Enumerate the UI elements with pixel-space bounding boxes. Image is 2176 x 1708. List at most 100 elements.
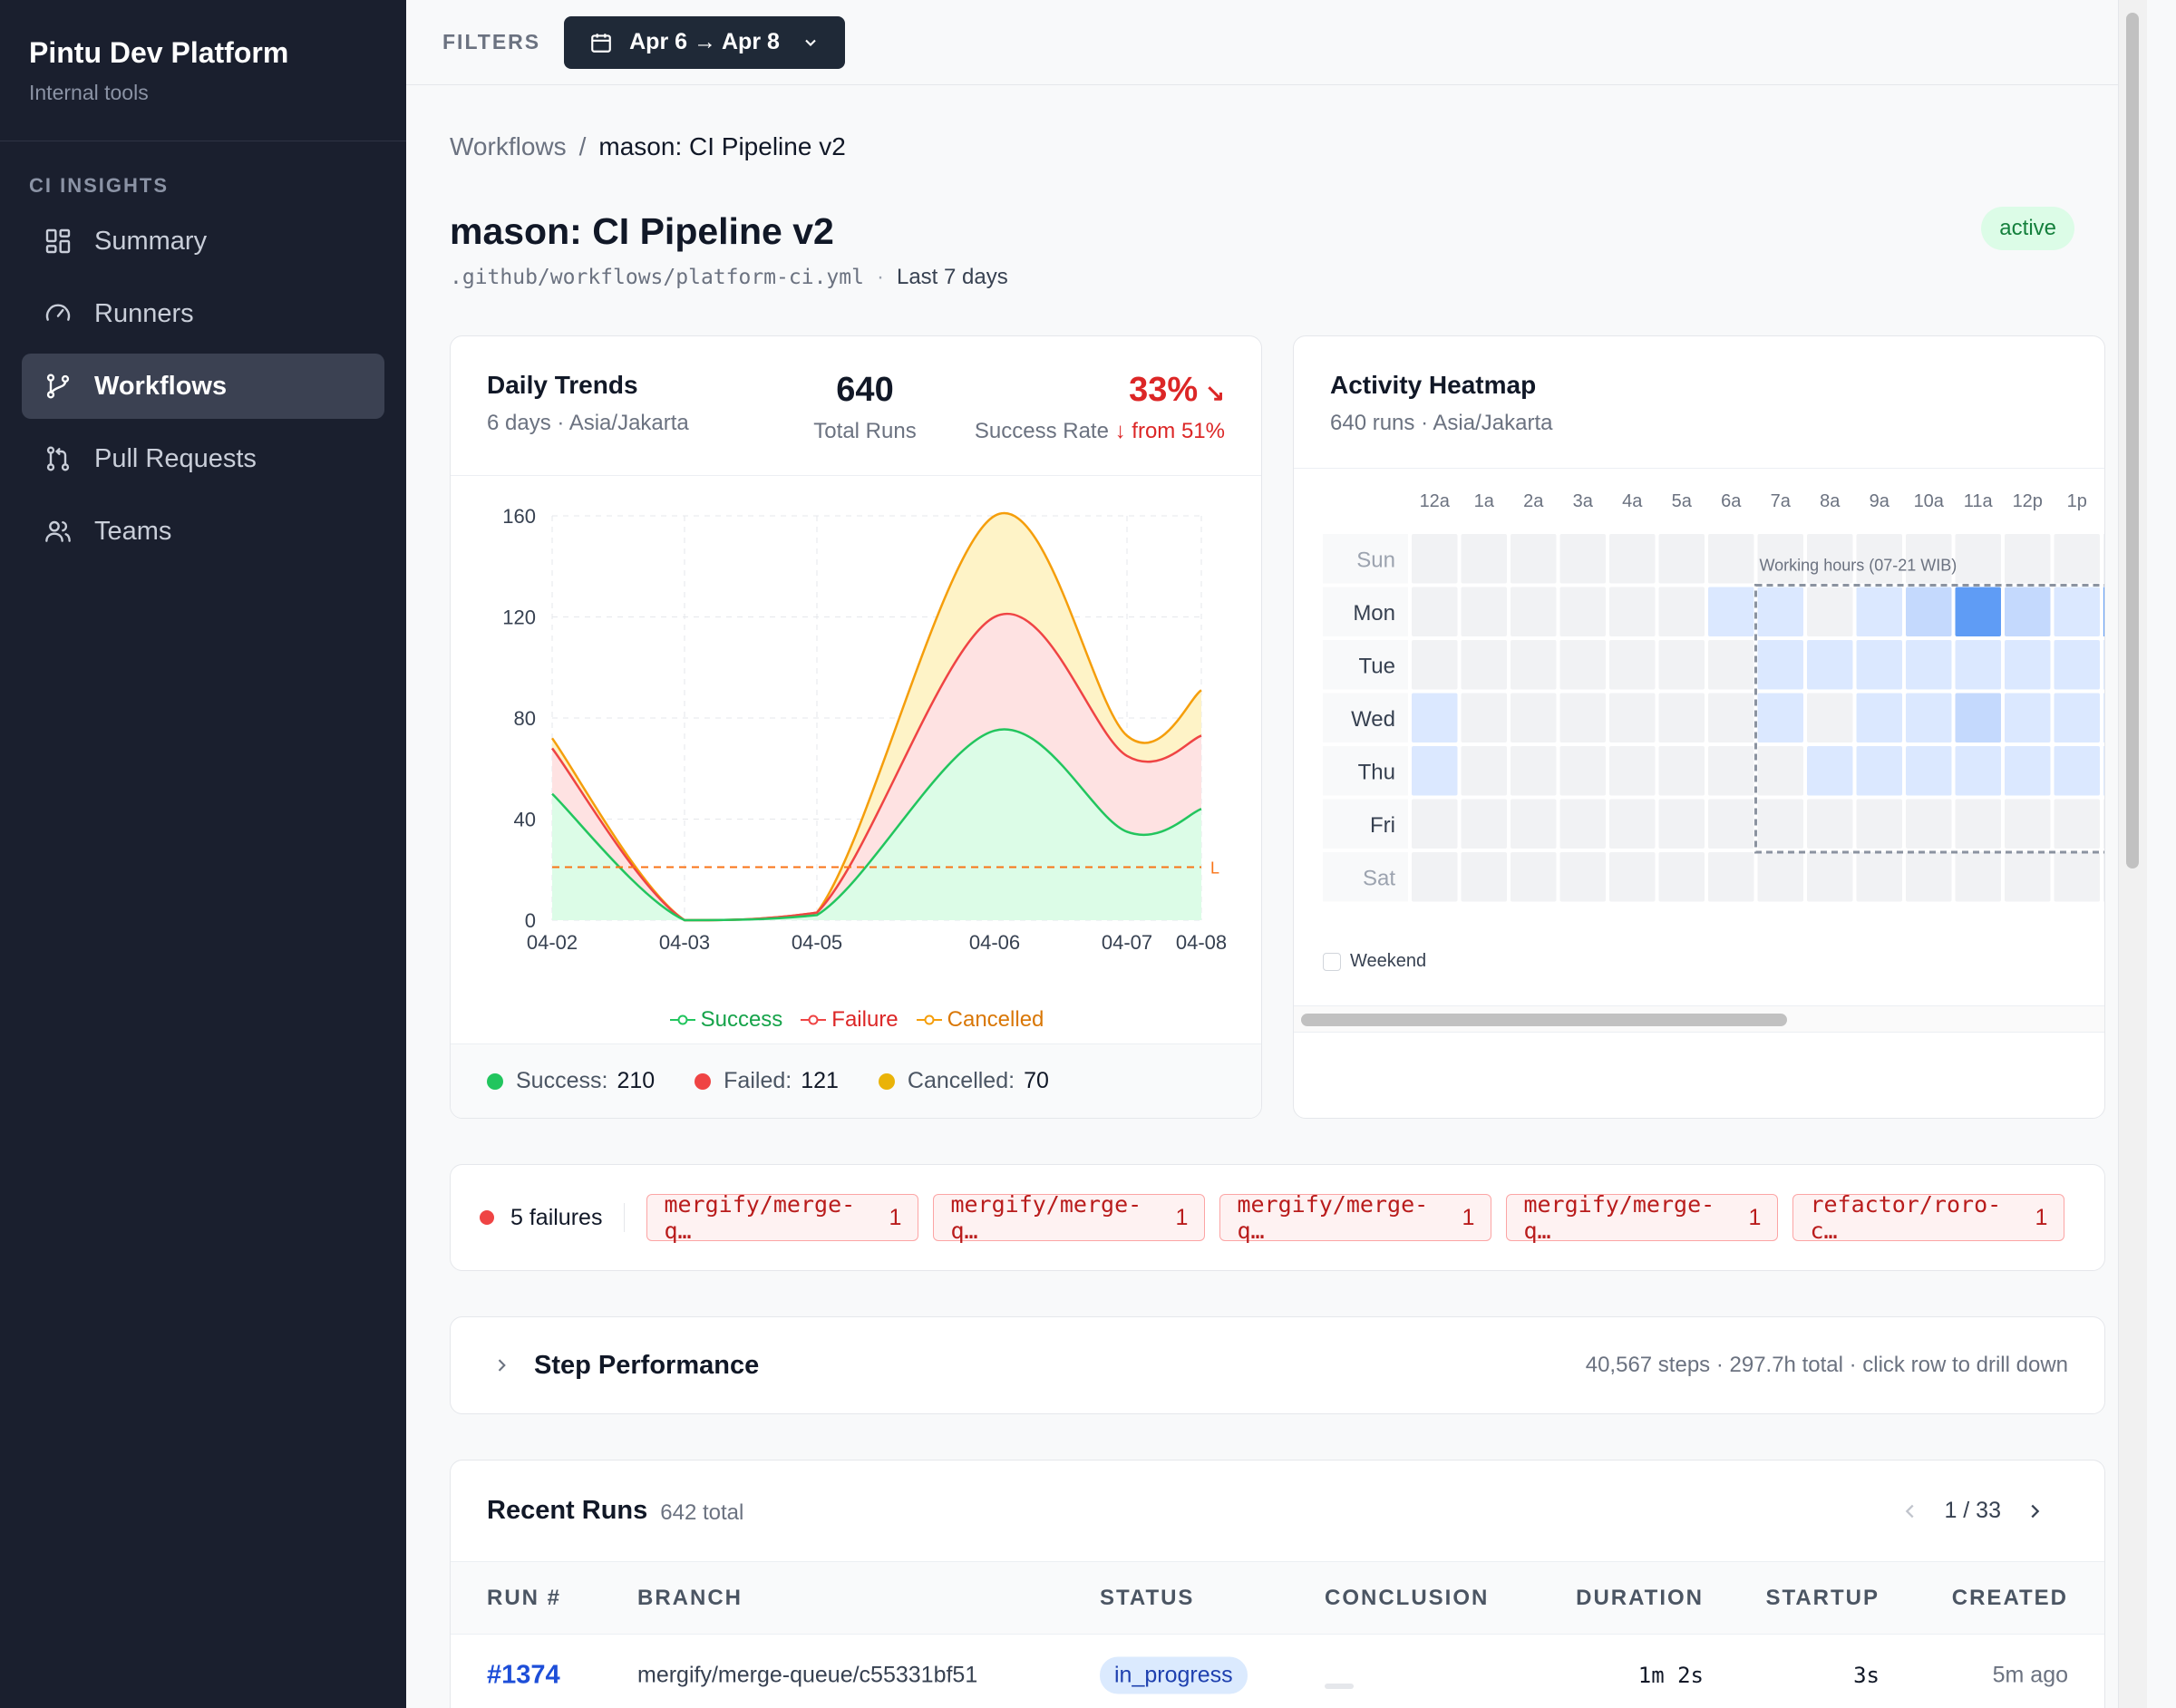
cancelled-dot xyxy=(878,1072,895,1090)
heatmap-cell xyxy=(2103,746,2104,796)
cancelled-total: Cancelled: 70 xyxy=(878,1068,1049,1094)
run-startup: 3s xyxy=(1853,1663,1880,1688)
failure-chip[interactable]: mergify/merge-q… 1 xyxy=(646,1191,919,1244)
legend-failure[interactable]: Failure xyxy=(801,984,899,1056)
heatmap-cell xyxy=(1906,640,1952,690)
sidebar-item-summary[interactable]: Summary xyxy=(22,209,384,274)
hour-label: 3a xyxy=(1573,491,1594,511)
weekend-checkbox[interactable] xyxy=(1323,952,1341,971)
heatmap-cell xyxy=(1559,746,1606,796)
chevron-right-icon[interactable] xyxy=(492,1356,510,1374)
branch-icon xyxy=(46,374,70,399)
users-icon xyxy=(45,520,71,542)
failure-branch: mergify/merge-q… xyxy=(664,1191,856,1244)
heatmap-cell xyxy=(1757,587,1803,636)
heatmap-cell xyxy=(1609,852,1656,902)
cancelled-total-label: Cancelled: xyxy=(907,1068,1015,1093)
success-rate-delta: ↓ from 51% xyxy=(1114,419,1225,443)
sidebar-item-label: Runners xyxy=(94,298,194,328)
heatmap-cell xyxy=(2054,534,2100,584)
legend-success[interactable]: Success xyxy=(669,984,782,1056)
x-tick-label: 04-03 xyxy=(659,931,710,954)
heatmap-cell xyxy=(1609,799,1656,849)
heatmap-cell xyxy=(2103,693,2104,742)
failure-chip[interactable]: mergify/merge-q… 1 xyxy=(1506,1191,1779,1244)
failure-chip-count: 1 xyxy=(1175,1204,1189,1230)
step-performance-panel[interactable]: Step Performance 40,567 steps · 297.7h t… xyxy=(450,1316,2105,1414)
sidebar-item-runners[interactable]: Runners xyxy=(22,281,384,346)
heatmap-cell xyxy=(1955,693,2001,742)
heatmap-horizontal-scrollbar[interactable] xyxy=(1294,1005,2104,1033)
failure-chip[interactable]: mergify/merge-q… 1 xyxy=(1219,1191,1492,1244)
failure-chip[interactable]: mergify/merge-q… 1 xyxy=(933,1191,1206,1244)
daily-trends-title: Daily Trends xyxy=(487,371,638,399)
weekend-toggle[interactable]: Weekend xyxy=(1323,951,1426,972)
column-branch[interactable]: BRANCH xyxy=(637,1585,743,1610)
column-conclusion[interactable]: CONCLUSION xyxy=(1325,1585,1490,1610)
sidebar-item-pull-requests[interactable]: Pull Requests xyxy=(22,426,384,491)
heatmap-cell xyxy=(2005,587,2051,636)
recent-runs-title: Recent Runs xyxy=(487,1496,648,1525)
legend-cancelled[interactable]: Cancelled xyxy=(916,984,1044,1056)
legend-success-marker xyxy=(669,1014,695,1025)
sidebar-item-label: Summary xyxy=(94,226,208,256)
column-duration[interactable]: DURATION xyxy=(1576,1585,1704,1610)
chevron-right-icon[interactable] xyxy=(2025,1501,2045,1521)
run-branch: mergify/merge-queue/c55331bf51 xyxy=(637,1662,978,1688)
hour-label: 5a xyxy=(1672,491,1693,511)
run-duration: 1m 2s xyxy=(1637,1663,1704,1688)
heatmap-cell xyxy=(2005,852,2051,902)
column-status[interactable]: STATUS xyxy=(1100,1585,1195,1610)
heatmap-cell xyxy=(1807,587,1853,636)
breadcrumb-parent[interactable]: Workflows xyxy=(450,132,567,160)
chevron-left-icon[interactable] xyxy=(1900,1501,1920,1521)
heatmap-cell xyxy=(1461,587,1507,636)
heatmap-scroll-thumb[interactable] xyxy=(1301,1014,1787,1026)
heatmap-cell xyxy=(1955,852,2001,902)
total-runs-stat: 640 Total Runs xyxy=(806,371,924,444)
sidebar-item-workflows[interactable]: Workflows xyxy=(22,354,384,419)
table-row[interactable]: #1374 mergify/merge-queue/c55331bf51 in_… xyxy=(451,1635,2104,1708)
heatmap-cell xyxy=(1559,587,1606,636)
filter-bar: FILTERS Apr 6 → Apr 8 xyxy=(406,0,2147,85)
sidebar-item-teams[interactable]: Teams xyxy=(22,499,384,564)
column-startup[interactable]: STARTUP xyxy=(1765,1585,1880,1610)
date-range-button[interactable]: Apr 6 → Apr 8 xyxy=(564,15,845,69)
column-created[interactable]: CREATED xyxy=(1951,1585,2068,1610)
heatmap-cell xyxy=(1609,640,1656,690)
page-scrollbar[interactable] xyxy=(2118,0,2147,1708)
heatmap-cell xyxy=(2054,640,2100,690)
filters-label: FILTERS xyxy=(442,30,541,53)
recent-runs-count: 642 total xyxy=(660,1499,744,1525)
heatmap-cell xyxy=(1559,640,1606,690)
sidebar-item-label: Pull Requests xyxy=(94,443,257,473)
heatmap-cell xyxy=(2005,640,2051,690)
heatmap-cell xyxy=(1609,587,1656,636)
activity-heatmap-grid: 12a 1a 2a 3a 4a 5a 6a 7a 8a 9a 10a 11a 12p 1p Sun Mon Tu… xyxy=(1323,491,2104,902)
time-range: Last 7 days xyxy=(896,265,1008,289)
pull-request-icon xyxy=(46,446,70,471)
failures-strip: 5 failures mergify/merge-q… 1 mergify/mer… xyxy=(450,1164,2105,1271)
daily-trends-subtitle: 6 days · Asia/Jakarta xyxy=(487,411,689,435)
run-conclusion xyxy=(1325,1684,1354,1689)
y-tick-label: 0 xyxy=(525,909,536,932)
run-number-link[interactable]: #1374 xyxy=(487,1660,560,1690)
failure-branch: mergify/merge-q… xyxy=(1523,1191,1715,1244)
sidebar-item-label: Workflows xyxy=(94,371,228,401)
heatmap-cell xyxy=(1708,587,1754,636)
x-tick-label: 04-05 xyxy=(792,931,842,954)
daily-trends-card: Daily Trends 6 days · Asia/Jakarta 640 T… xyxy=(450,335,1262,1119)
day-label-bg xyxy=(1323,640,1408,690)
nav-section-label: CI INSIGHTS xyxy=(29,174,170,197)
day-label-bg xyxy=(1323,852,1408,902)
failure-chip-count: 1 xyxy=(889,1204,902,1230)
failure-chip[interactable]: refactor/roro-c… 1 xyxy=(1792,1191,2065,1244)
heatmap-cell xyxy=(1708,640,1754,690)
page-scroll-thumb[interactable] xyxy=(2126,13,2139,869)
hour-label: 8a xyxy=(1820,491,1841,511)
failure-chip-count: 1 xyxy=(1748,1204,1762,1230)
heatmap-cell xyxy=(1856,534,1902,584)
daily-trends-header: Daily Trends 6 days · Asia/Jakarta 640 T… xyxy=(451,336,1261,476)
column-run[interactable]: RUN # xyxy=(487,1585,562,1610)
day-label-bg xyxy=(1323,799,1408,849)
